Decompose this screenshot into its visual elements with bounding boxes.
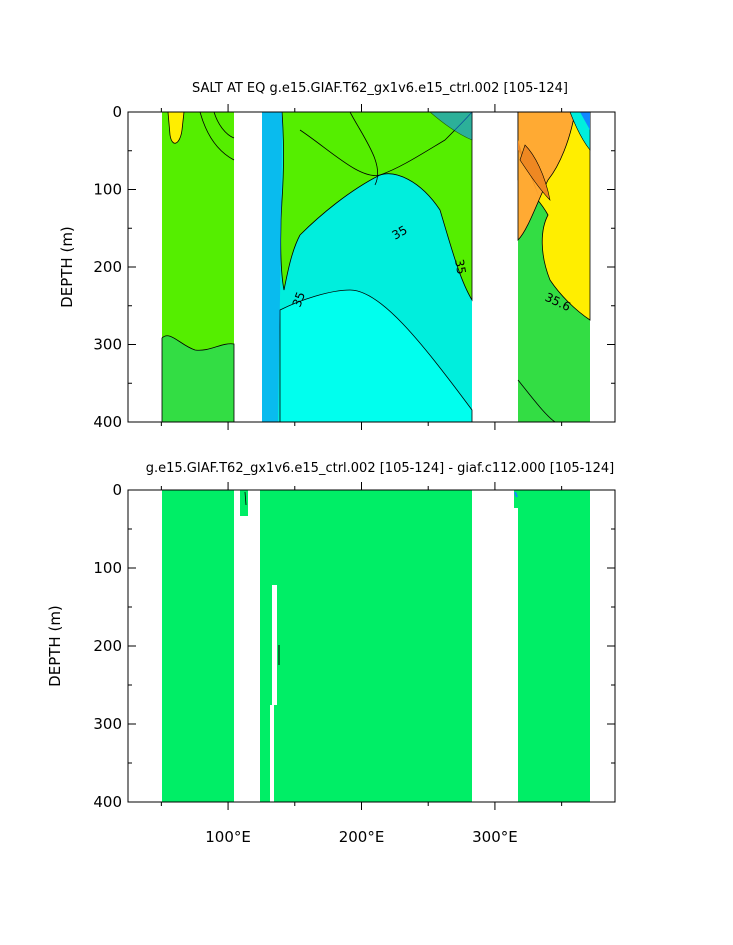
y-tick-label: 200: [93, 637, 122, 655]
salinity-field: [161, 112, 591, 422]
y-tick-label: 200: [93, 258, 122, 276]
panel2-title: g.e15.GIAF.T62_gx1v6.e15_ctrl.002 [105-1…: [146, 461, 615, 476]
x-tick-label: 200°E: [339, 828, 385, 846]
panel-difference: g.e15.GIAF.T62_gx1v6.e15_ctrl.002 [105-1…: [46, 461, 616, 846]
diff-patch: [240, 490, 248, 516]
panel2-ylabel: DEPTH (m): [46, 605, 64, 687]
field-deep-west: [161, 335, 235, 422]
panel2-axes: 0 100 200 300 400 100°E 200°E 300°E: [93, 481, 615, 846]
y-tick-label: 400: [93, 793, 122, 811]
y-tick-label: 0: [112, 481, 122, 499]
field-orange-atlantic: [517, 112, 576, 241]
contour-label: 35: [452, 258, 468, 275]
x-tick-label: 100°E: [205, 828, 251, 846]
y-tick-label: 300: [93, 336, 122, 354]
field-green-pacific: [280, 112, 473, 302]
x-tick-label: 300°E: [472, 828, 518, 846]
contour-label: 35: [390, 223, 410, 243]
diff-block-pacific: [260, 490, 472, 802]
diff-block-atlantic: [518, 490, 590, 802]
y-tick-label: 400: [93, 413, 122, 431]
y-tick-label: 0: [112, 103, 122, 121]
field-high-west: [167, 112, 185, 144]
panel1-axes: 0 100 200 300 400: [93, 103, 615, 431]
y-tick-label: 300: [93, 715, 122, 733]
panel1-ylabel: DEPTH (m): [58, 226, 76, 308]
y-tick-label: 100: [93, 559, 122, 577]
field-blue-edge: [262, 112, 282, 422]
diff-patch: [514, 490, 518, 508]
field-light-cyan: [279, 289, 473, 422]
difference-field: [162, 490, 590, 802]
diff-block-west: [162, 490, 234, 802]
panel1-title: SALT AT EQ g.e15.GIAF.T62_gx1v6.e15_ctrl…: [192, 81, 568, 96]
y-tick-label: 100: [93, 181, 122, 199]
panel-salinity: SALT AT EQ g.e15.GIAF.T62_gx1v6.e15_ctrl…: [58, 81, 616, 431]
contour-label: 35: [290, 290, 308, 309]
